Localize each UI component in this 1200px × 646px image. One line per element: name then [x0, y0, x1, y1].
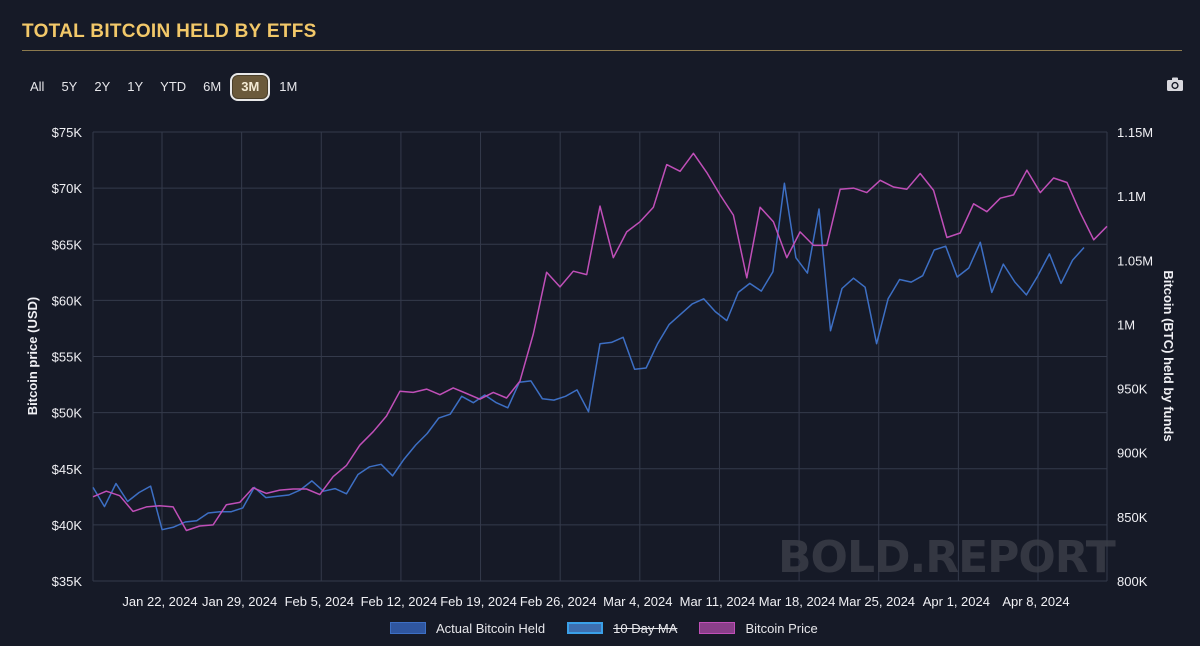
legend-label: Actual Bitcoin Held [436, 620, 546, 636]
range-button-1m[interactable]: 1M [271, 73, 305, 101]
x-axis-ticks: Jan 22, 2024 Jan 29, 2024 Feb 5, 2024 Feb 1… [122, 594, 1069, 609]
left-tick-label: $70K [52, 181, 83, 196]
range-button-3m[interactable]: 3M [230, 73, 271, 101]
x-tick-label: Jan 29, 2024 [202, 594, 277, 609]
x-tick-label: Jan 22, 2024 [122, 594, 197, 609]
x-tick-label: Mar 25, 2024 [838, 594, 915, 609]
left-tick-label: $40K [52, 518, 83, 533]
legend-item-bitcoin-price[interactable]: Bitcoin Price [699, 620, 818, 636]
legend-label: Bitcoin Price [745, 620, 818, 636]
left-axis-title: Bitcoin price (USD) [25, 297, 40, 415]
left-tick-label: $45K [52, 462, 83, 477]
series-lines [92, 152, 1108, 532]
range-button-ytd[interactable]: YTD [152, 73, 194, 101]
x-tick-label: Mar 4, 2024 [603, 594, 672, 609]
range-button-1y[interactable]: 1Y [119, 73, 151, 101]
legend-label: 10 Day MA [613, 620, 678, 636]
right-tick-label: 800K [1117, 574, 1148, 589]
x-tick-label: Mar 18, 2024 [759, 594, 836, 609]
chart-legend: Actual Bitcoin Held 10 Day MA Bitcoin Pric… [390, 618, 818, 638]
watermark-logo: BOLD.REPORT [778, 532, 1116, 583]
x-tick-label: Feb 5, 2024 [285, 594, 354, 609]
right-axis-title: Bitcoin (BTC) held by funds [1161, 270, 1176, 441]
x-tick-label: Feb 26, 2024 [520, 594, 597, 609]
right-tick-label: 1.15M [1117, 125, 1153, 140]
legend-swatch [567, 622, 604, 634]
left-axis-ticks: $35K $40K $45K $50K $55K $60K $65K $70K $75K [52, 125, 83, 589]
legend-item-actual-bitcoin-held[interactable]: Actual Bitcoin Held [390, 621, 545, 636]
right-tick-label: 950K [1117, 382, 1148, 397]
legend-item-10-day-ma[interactable]: 10 Day MA [567, 621, 677, 636]
bitcoin-price-line [92, 152, 1108, 532]
actual-bitcoin-held-line [92, 182, 1085, 531]
right-tick-label: 850K [1117, 510, 1148, 525]
left-tick-label: $60K [52, 293, 83, 308]
camera-icon[interactable] [1166, 76, 1184, 92]
x-tick-label: Feb 19, 2024 [440, 594, 517, 609]
right-tick-label: 900K [1117, 446, 1148, 461]
x-tick-label: Mar 11, 2024 [680, 594, 756, 609]
range-button-6m[interactable]: 6M [195, 73, 229, 101]
legend-swatch [390, 622, 426, 634]
left-tick-label: $35K [52, 574, 83, 589]
right-tick-label: 1.1M [1117, 189, 1146, 204]
range-button-5y[interactable]: 5Y [53, 73, 85, 101]
chart-title: TOTAL BITCOIN HELD BY ETFS [22, 21, 317, 42]
right-tick-label: 1M [1117, 317, 1135, 332]
left-tick-label: $65K [52, 237, 83, 252]
gridlines [92, 131, 1108, 582]
right-axis-ticks: 800K 850K 900K 950K 1M 1.05M 1.1M 1.15M [1117, 125, 1153, 589]
left-tick-label: $50K [52, 406, 83, 421]
chart-header: TOTAL BITCOIN HELD BY ETFS [22, 18, 1182, 51]
x-tick-label: Apr 1, 2024 [923, 594, 990, 609]
x-tick-label: Feb 12, 2024 [361, 594, 438, 609]
range-button-2y[interactable]: 2Y [86, 73, 118, 101]
left-tick-label: $55K [52, 350, 83, 365]
left-tick-label: $75K [52, 125, 83, 140]
right-tick-label: 1.05M [1117, 253, 1153, 268]
range-button-all[interactable]: All [22, 73, 52, 101]
x-tick-label: Apr 8, 2024 [1002, 594, 1069, 609]
range-selector: All 5Y 2Y 1Y YTD 6M 3M 1M [22, 72, 306, 102]
legend-swatch [699, 622, 736, 634]
